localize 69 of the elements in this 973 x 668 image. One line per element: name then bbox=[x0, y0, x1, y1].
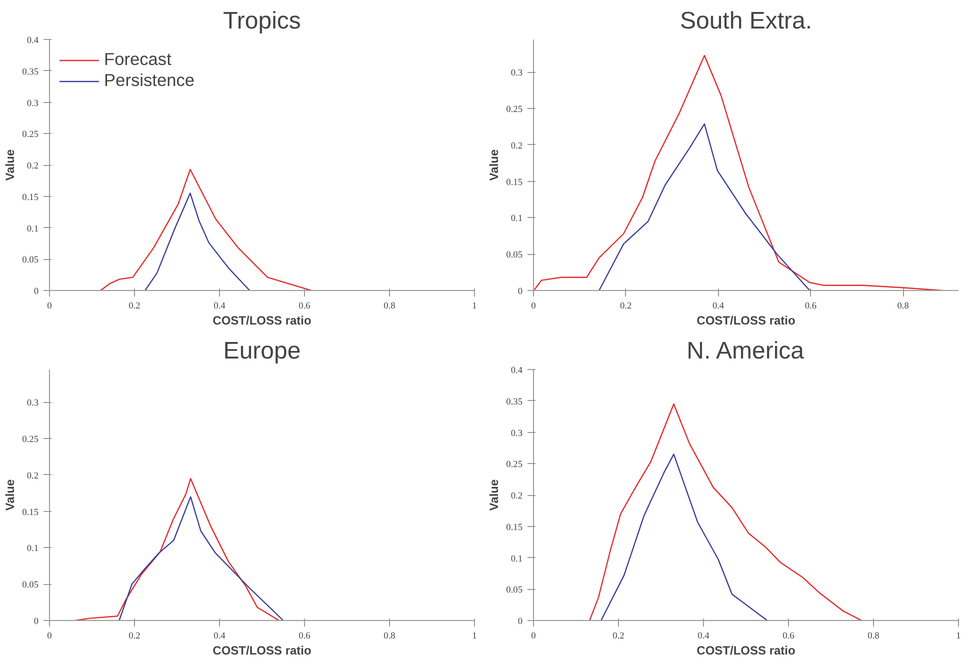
x-axis-title: COST/LOSS ratio bbox=[212, 644, 312, 658]
x-axis-title: COST/LOSS ratio bbox=[696, 644, 796, 658]
y-tick-label: 0.1 bbox=[510, 214, 523, 224]
x-tick-label: 0.8 bbox=[384, 632, 396, 642]
x-tick-label: 0 bbox=[47, 632, 52, 642]
y-tick-label: 0.25 bbox=[506, 105, 523, 116]
y-tick-label: 0.05 bbox=[22, 256, 39, 266]
chart-title: N. America bbox=[686, 338, 805, 364]
y-tick-label: 0.3 bbox=[510, 428, 523, 439]
y-axis-title: Value bbox=[3, 478, 18, 511]
y-tick-label: 0.1 bbox=[26, 544, 39, 554]
x-tick-label: 0.6 bbox=[782, 632, 795, 642]
y-tick-label: 0.2 bbox=[510, 492, 523, 502]
y-tick-label: 0.15 bbox=[506, 178, 523, 188]
y-tick-label: 0.25 bbox=[506, 460, 523, 470]
y-axis-title: Value bbox=[487, 148, 502, 181]
y-tick-label: 0.25 bbox=[22, 130, 39, 140]
y-tick-label: 0.2 bbox=[510, 141, 523, 152]
chart-title: Tropics bbox=[223, 8, 301, 34]
y-tick-label: 0.4 bbox=[510, 366, 523, 376]
y-tick-label: 0.35 bbox=[22, 67, 39, 78]
chart-title: Europe bbox=[223, 338, 301, 364]
x-tick-label: 0.8 bbox=[868, 632, 880, 642]
y-tick-label: 0.15 bbox=[22, 508, 39, 518]
x-tick-label: 0.6 bbox=[298, 632, 311, 642]
x-tick-label: 0 bbox=[47, 302, 52, 312]
x-tick-label: 0.2 bbox=[620, 302, 632, 312]
x-tick-label: 0.8 bbox=[384, 302, 396, 312]
y-tick-label: 0.25 bbox=[22, 435, 39, 446]
y-tick-label: 0.3 bbox=[26, 398, 39, 409]
x-axis-title: COST/LOSS ratio bbox=[696, 314, 796, 328]
y-tick-label: 0.05 bbox=[506, 250, 523, 261]
x-axis-title: COST/LOSS ratio bbox=[212, 314, 312, 328]
y-tick-label: 0.4 bbox=[26, 36, 39, 46]
legend-label: Forecast bbox=[104, 49, 172, 70]
y-tick-label: 0 bbox=[34, 617, 39, 627]
y-tick-label: 0.1 bbox=[510, 554, 523, 564]
x-tick-label: 0 bbox=[531, 302, 536, 312]
x-tick-label: 1 bbox=[472, 302, 478, 312]
x-tick-label: 0 bbox=[531, 632, 536, 642]
y-tick-label: 0 bbox=[518, 287, 523, 297]
y-tick-label: 0.3 bbox=[26, 98, 39, 109]
chart-title: South Extra. bbox=[680, 8, 812, 34]
y-axis-title: Value bbox=[3, 148, 18, 181]
x-tick-label: 0.6 bbox=[804, 302, 817, 312]
x-tick-label: 0.4 bbox=[214, 302, 226, 312]
y-tick-label: 0.05 bbox=[22, 580, 39, 591]
x-tick-label: 0.4 bbox=[214, 632, 226, 642]
y-tick-label: 0.2 bbox=[26, 162, 39, 172]
y-tick-label: 0.35 bbox=[506, 397, 523, 408]
y-tick-label: 0.1 bbox=[26, 224, 39, 234]
y-tick-label: 0.05 bbox=[506, 586, 523, 596]
y-tick-label: 0 bbox=[518, 617, 523, 627]
x-tick-label: 0.8 bbox=[897, 302, 910, 312]
y-tick-label: 0.2 bbox=[26, 471, 39, 482]
x-tick-label: 0.2 bbox=[612, 632, 625, 642]
x-tick-label: 0.2 bbox=[128, 302, 141, 312]
y-axis-title: Value bbox=[487, 478, 502, 511]
x-tick-label: 1 bbox=[956, 632, 962, 642]
legend-label: Persistence bbox=[104, 70, 195, 91]
y-tick-label: 0.3 bbox=[510, 68, 523, 79]
y-tick-label: 0.15 bbox=[506, 522, 523, 533]
y-tick-label: 0.15 bbox=[22, 192, 39, 203]
x-tick-label: 0.4 bbox=[712, 302, 724, 312]
x-tick-label: 0.6 bbox=[298, 302, 311, 312]
x-tick-label: 0.2 bbox=[128, 632, 141, 642]
x-tick-label: 1 bbox=[472, 632, 478, 642]
x-tick-label: 0.4 bbox=[698, 632, 710, 642]
y-tick-label: 0 bbox=[34, 287, 39, 297]
